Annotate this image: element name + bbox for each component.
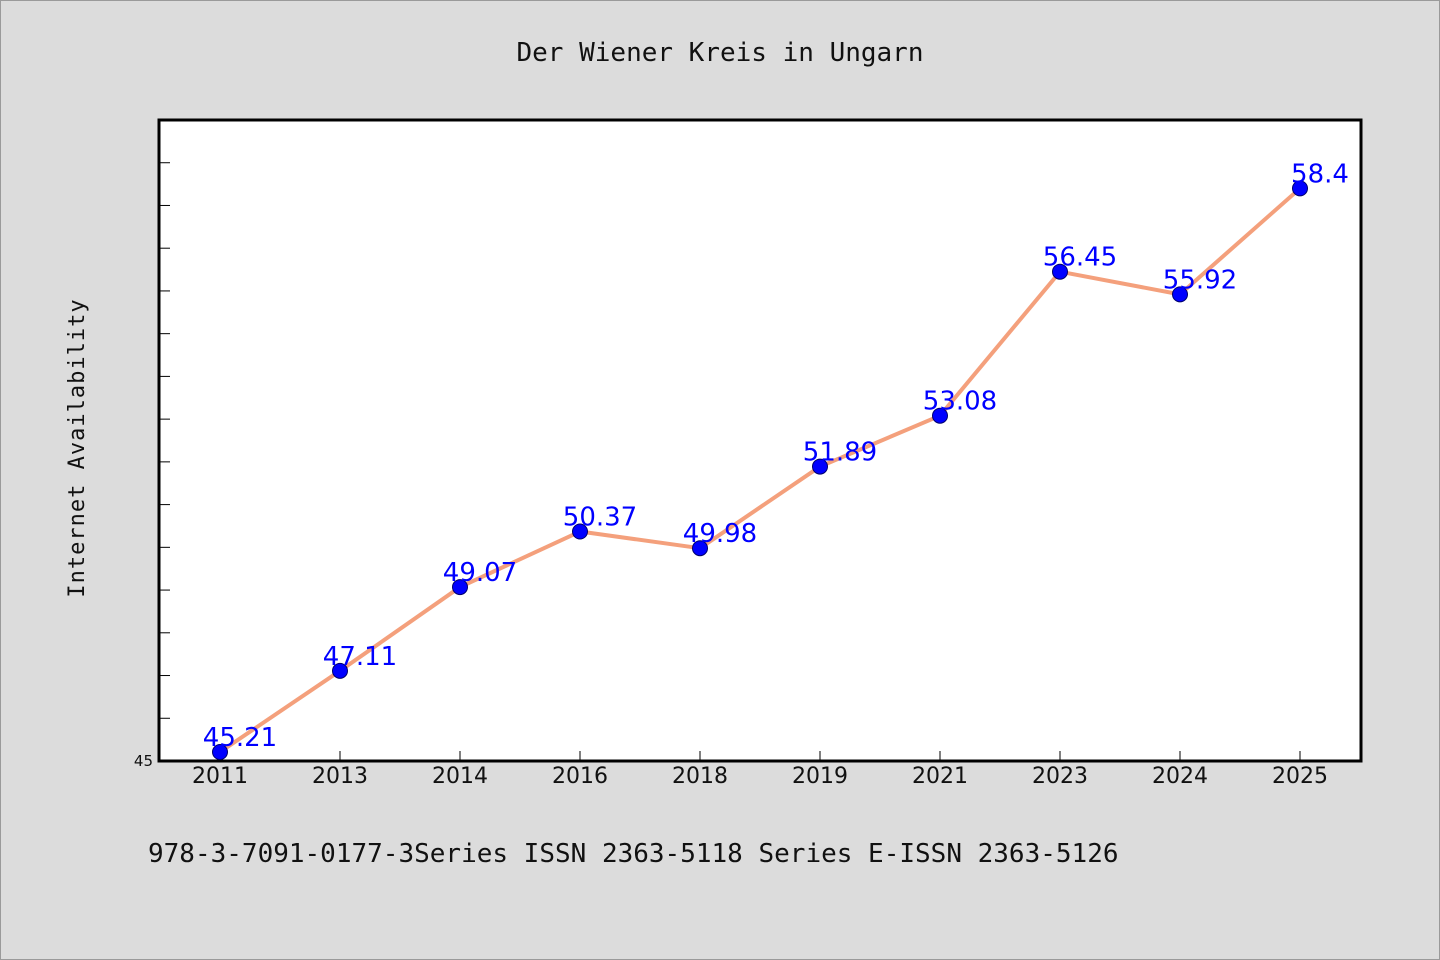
data-label: 47.11 <box>323 642 397 672</box>
data-label: 51.89 <box>803 438 877 468</box>
x-tick-label: 2013 <box>312 764 368 789</box>
x-tick-label: 2016 <box>552 764 608 789</box>
x-tick-label: 2014 <box>432 764 488 789</box>
x-tick-label: 2018 <box>672 764 728 789</box>
x-tick-label: 2025 <box>1272 764 1328 789</box>
data-point <box>1172 286 1188 303</box>
data-labels: 45.21 47.11 49.07 50.37 49.98 51.89 53.08 56.45… <box>203 159 1349 753</box>
data-point <box>812 458 828 475</box>
y-axis-tick-labels: 45 <box>134 752 153 770</box>
data-label: 53.08 <box>923 387 997 417</box>
x-axis-tick-labels: 2011 2013 2014 2016 2018 2019 2021 2023 2024 2025 <box>192 764 1328 789</box>
x-tick-label: 2011 <box>192 764 248 789</box>
footer-text: 978-3-7091-0177-3Series ISSN 2363-5118 S… <box>148 839 1119 869</box>
data-point <box>932 407 948 424</box>
chart-title: Der Wiener Kreis in Ungarn <box>517 38 924 68</box>
y-axis-label: Internet Availability <box>65 298 90 597</box>
x-tick-label: 2019 <box>792 764 848 789</box>
data-point <box>1292 180 1308 197</box>
data-label: 49.98 <box>683 519 757 549</box>
data-label: 58.4 <box>1291 159 1349 189</box>
series-line <box>218 186 1302 754</box>
data-label: 56.45 <box>1043 243 1117 273</box>
data-label: 45.21 <box>203 723 277 753</box>
data-label: 49.07 <box>443 558 517 588</box>
data-point <box>572 523 588 540</box>
plot-area <box>157 118 1363 763</box>
data-label: 50.37 <box>563 503 637 533</box>
data-point <box>1052 263 1068 280</box>
x-tick-label: 2023 <box>1032 764 1088 789</box>
data-point <box>332 662 348 679</box>
data-point <box>452 579 468 596</box>
x-tick-label: 2024 <box>1152 764 1208 789</box>
data-point <box>212 744 228 761</box>
y-tick-label: 45 <box>134 752 153 770</box>
data-point <box>692 540 708 557</box>
x-tick-label: 2021 <box>912 764 968 789</box>
data-markers <box>212 180 1308 761</box>
data-label: 55.92 <box>1163 265 1237 295</box>
